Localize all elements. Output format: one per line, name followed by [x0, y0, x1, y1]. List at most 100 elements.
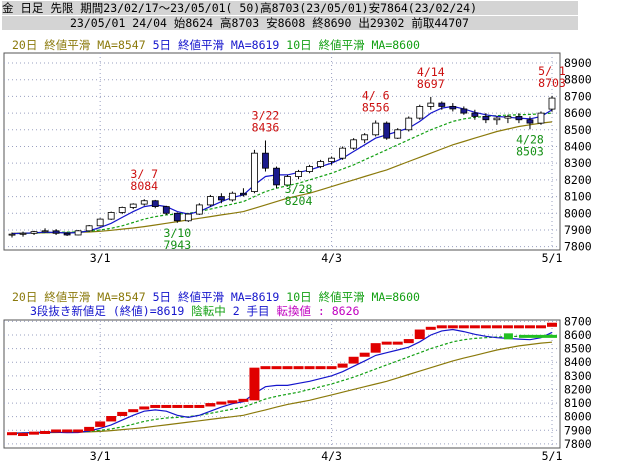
bottom-ma5-line: [11, 328, 553, 434]
candle-body: [129, 203, 137, 208]
step-block-up: [414, 329, 425, 340]
legend-ma20: 20日 終値平滑 MA=8547: [12, 38, 146, 52]
trough-value-label: 7943: [163, 238, 191, 252]
top-y-tick-label: 7800: [564, 240, 592, 254]
step-block-up: [337, 363, 348, 368]
trough-value-label: 8503: [516, 144, 544, 158]
candle-body: [19, 232, 27, 235]
peak-value-label: 8697: [417, 77, 445, 91]
candle-body: [339, 147, 347, 159]
top-y-tick-label: 8100: [564, 190, 592, 204]
top-y-tick-label: 8500: [564, 123, 592, 137]
top-x-tick-label: 3/1: [90, 251, 111, 265]
peak-date-label: 3/22: [252, 108, 280, 122]
candle-body: [427, 102, 435, 107]
bottom-legend: 20日 終値平滑 MA=8547 5日 終値平滑 MA=8619 10日 終値平…: [12, 291, 420, 304]
top-y-tick-label: 8000: [564, 206, 592, 220]
candle-body: [460, 108, 468, 114]
bottom-y-tick-label: 8300: [564, 369, 592, 383]
peak-value-label: 8084: [130, 179, 158, 193]
bottom-y-tick-label: 7800: [564, 437, 592, 451]
peak-date-label: 4/14: [417, 65, 445, 79]
candle-body: [30, 231, 38, 234]
candle-body: [140, 200, 148, 205]
candle-body: [41, 230, 49, 233]
step-block-up: [348, 356, 359, 364]
top-ma10-line: [11, 112, 553, 235]
candle-body: [107, 212, 115, 220]
bottom-ma20-line: [11, 341, 553, 434]
peak-date-label: 5/ 1: [538, 64, 566, 78]
step-block-up: [249, 367, 260, 401]
candle-body: [361, 134, 369, 141]
top-ma20-line: [11, 121, 553, 234]
candle-body: [394, 129, 402, 139]
candle-body: [273, 167, 280, 186]
candle-body: [482, 116, 490, 121]
candle-body: [295, 171, 302, 177]
bottom-ma10-line: [11, 334, 553, 434]
top-ma5-line: [11, 105, 553, 235]
legend-ma10-b: 10日 終値平滑 MA=8600: [286, 290, 420, 304]
kagi-state-label: 陰転中: [191, 304, 226, 318]
legend-ma5: 5日 終値平滑 MA=8619: [152, 38, 280, 52]
bottom-y-tick-label: 8200: [564, 382, 592, 396]
candle-body: [251, 152, 258, 192]
legend-ma5-b: 5日 終値平滑 MA=8619: [152, 290, 280, 304]
bottom-y-tick-label: 7900: [564, 423, 592, 437]
candle-body: [52, 230, 60, 234]
top-y-tick-label: 8800: [564, 73, 592, 87]
bottom-legend-2: 3段抜き新値足 (終値)=8619 陰転中 2 手目 転換値 : 8626: [30, 305, 359, 318]
bottom-y-tick-label: 8600: [564, 328, 592, 342]
step-block-down: [503, 333, 513, 340]
candle-body: [284, 176, 291, 186]
peak-date-label: 4/ 6: [362, 88, 390, 102]
trough-date-label: 4/28: [516, 132, 544, 146]
candle-body: [515, 116, 523, 121]
trough-value-label: 8204: [285, 194, 313, 208]
candle-body: [328, 157, 335, 162]
step-block-up: [227, 400, 238, 404]
top-x-tick-label: 4/3: [321, 251, 342, 265]
peak-value-label: 8436: [252, 120, 280, 134]
candle-body: [405, 117, 413, 131]
candle-body: [537, 112, 545, 124]
top-legend: 20日 終値平滑 MA=8547 5日 終値平滑 MA=8619 10日 終値平…: [12, 39, 420, 52]
step-block-up: [370, 343, 381, 353]
candle-body: [184, 213, 192, 222]
step-block-up: [84, 426, 95, 431]
candle-body: [383, 122, 391, 139]
candle-body: [195, 204, 203, 215]
bottom-y-tick-label: 8700: [564, 314, 592, 328]
step-block-up: [95, 421, 106, 427]
candle-body: [548, 97, 556, 110]
candle-body: [74, 230, 82, 236]
legend-ma20-b: 20日 終値平滑 MA=8547: [12, 290, 146, 304]
step-block-up: [40, 430, 51, 434]
bottom-x-tick-label: 4/3: [321, 449, 342, 463]
candle-body: [240, 192, 247, 196]
step-block-up: [547, 322, 557, 327]
step-block-up: [29, 431, 40, 435]
bottom-frame: [3, 319, 561, 449]
kagi-reversal-label: 転換値 : 8626: [276, 304, 360, 318]
trough-date-label: 3/28: [285, 182, 313, 196]
step-block-up: [117, 411, 128, 416]
step-block-up: [359, 352, 370, 357]
top-y-tick-label: 8200: [564, 173, 592, 187]
kagi-value-label: 3段抜き新値足 (終値)=8619: [30, 304, 185, 318]
top-y-tick-label: 8600: [564, 106, 592, 120]
trough-date-label: 3/10: [163, 226, 191, 240]
bottom-x-tick-label: 5/1: [542, 449, 563, 463]
candle-body: [63, 232, 71, 236]
top-y-tick-label: 7900: [564, 223, 592, 237]
top-y-tick-label: 8300: [564, 156, 592, 170]
candle-body: [162, 206, 170, 214]
peak-date-label: 3/ 7: [130, 167, 158, 181]
candle-body: [173, 212, 181, 222]
candle-body: [118, 207, 126, 213]
kagi-step-label: 2 手目: [232, 304, 270, 318]
candle-body: [151, 200, 159, 207]
bottom-y-tick-label: 8100: [564, 396, 592, 410]
candle-body: [350, 139, 358, 149]
